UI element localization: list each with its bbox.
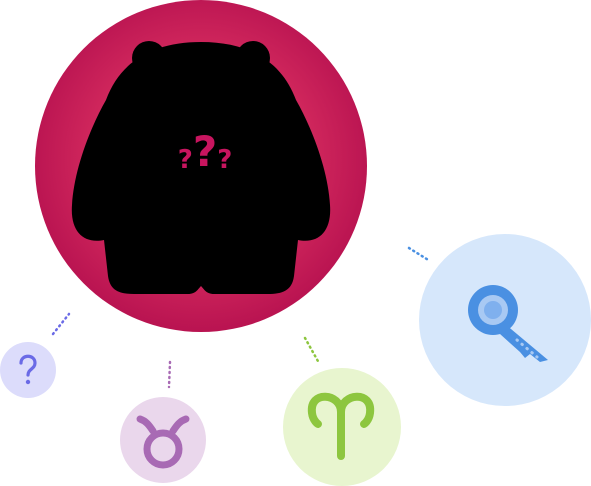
connectors [51,246,432,389]
key-node[interactable] [419,234,591,406]
taurus-zodiac-icon [136,415,190,469]
question-mark-right: ? [217,145,233,175]
aries-node[interactable] [283,368,401,486]
taurus-circle [120,397,206,483]
question-mark-left: ? [177,145,193,175]
aries-zodiac-icon [307,392,375,460]
connector-taurus [167,360,172,389]
question-mark-icon [19,354,37,377]
hint-node[interactable] [0,342,56,398]
connector-key [407,246,432,263]
bear-silhouette-icon [71,41,331,294]
taurus-node[interactable] [120,397,206,483]
hint-circle [0,342,56,398]
connector-hint [51,312,71,336]
key-icon [468,285,548,362]
question-dot [25,379,31,385]
connector-aries [303,336,321,365]
mystery-question-marks: ??? [150,122,260,182]
mystery-node[interactable] [35,0,367,332]
question-mark-center: ? [192,127,218,176]
